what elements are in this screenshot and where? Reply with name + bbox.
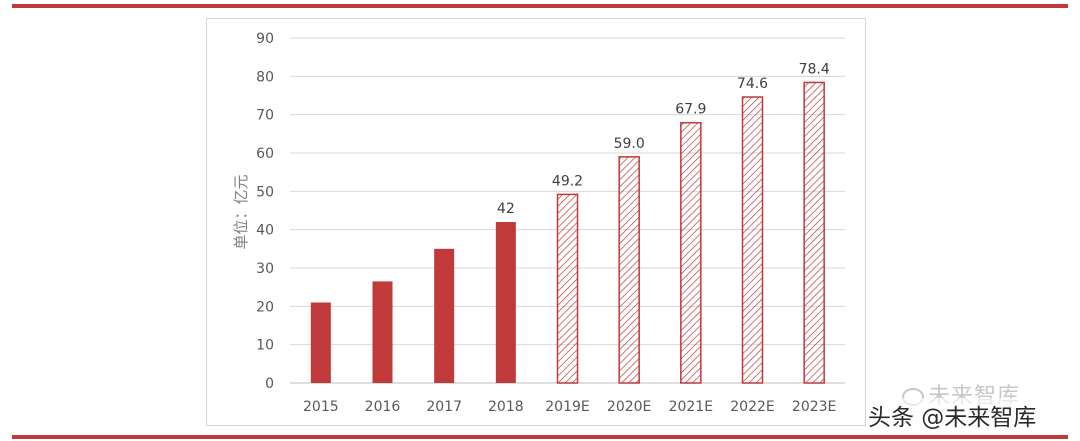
y-tick-label: 70 xyxy=(256,108,274,124)
x-tick-label: 2018 xyxy=(488,399,524,415)
data-label: 42 xyxy=(497,201,515,217)
y-axis-label: 单位：亿元 xyxy=(232,174,250,249)
data-label: 49.2 xyxy=(552,173,583,189)
bar-2018 xyxy=(495,222,516,383)
x-tick-label: 2017 xyxy=(426,399,462,415)
bottom-rule xyxy=(12,435,1068,439)
bar-2019E xyxy=(556,193,579,384)
data-label: 74.6 xyxy=(737,76,768,92)
x-tick-label: 2019E xyxy=(545,399,589,415)
data-label: 78.4 xyxy=(799,61,830,77)
y-tick-label: 80 xyxy=(256,69,274,85)
y-tick-label: 90 xyxy=(256,31,274,47)
y-tick-label: 30 xyxy=(256,261,274,277)
y-tick-label: 10 xyxy=(256,338,274,354)
bar-2017 xyxy=(434,248,455,383)
bar-2023E xyxy=(803,81,825,384)
data-label: 67.9 xyxy=(675,102,706,118)
bar-2016 xyxy=(372,281,393,383)
bar-2015 xyxy=(310,302,331,383)
x-tick-label: 2015 xyxy=(303,399,339,415)
y-tick-label: 0 xyxy=(265,376,274,392)
x-tick-label: 2023E xyxy=(792,399,836,415)
y-tick-label: 60 xyxy=(256,146,274,162)
bar-2020E xyxy=(618,156,640,384)
bar-2021E xyxy=(680,121,702,384)
y-tick-label: 20 xyxy=(256,299,274,315)
watermark-source: 头条 @未来智库 xyxy=(868,398,1037,432)
y-tick-label: 40 xyxy=(256,223,274,239)
x-tick-label: 2022E xyxy=(730,399,774,415)
bar-2022E xyxy=(741,96,764,384)
x-tick-label: 2020E xyxy=(607,399,651,415)
x-tick-label: 2021E xyxy=(669,399,713,415)
data-label: 59.0 xyxy=(614,136,645,152)
y-tick-label: 50 xyxy=(256,184,274,200)
top-rule xyxy=(12,4,1068,8)
x-tick-label: 2016 xyxy=(365,399,401,415)
